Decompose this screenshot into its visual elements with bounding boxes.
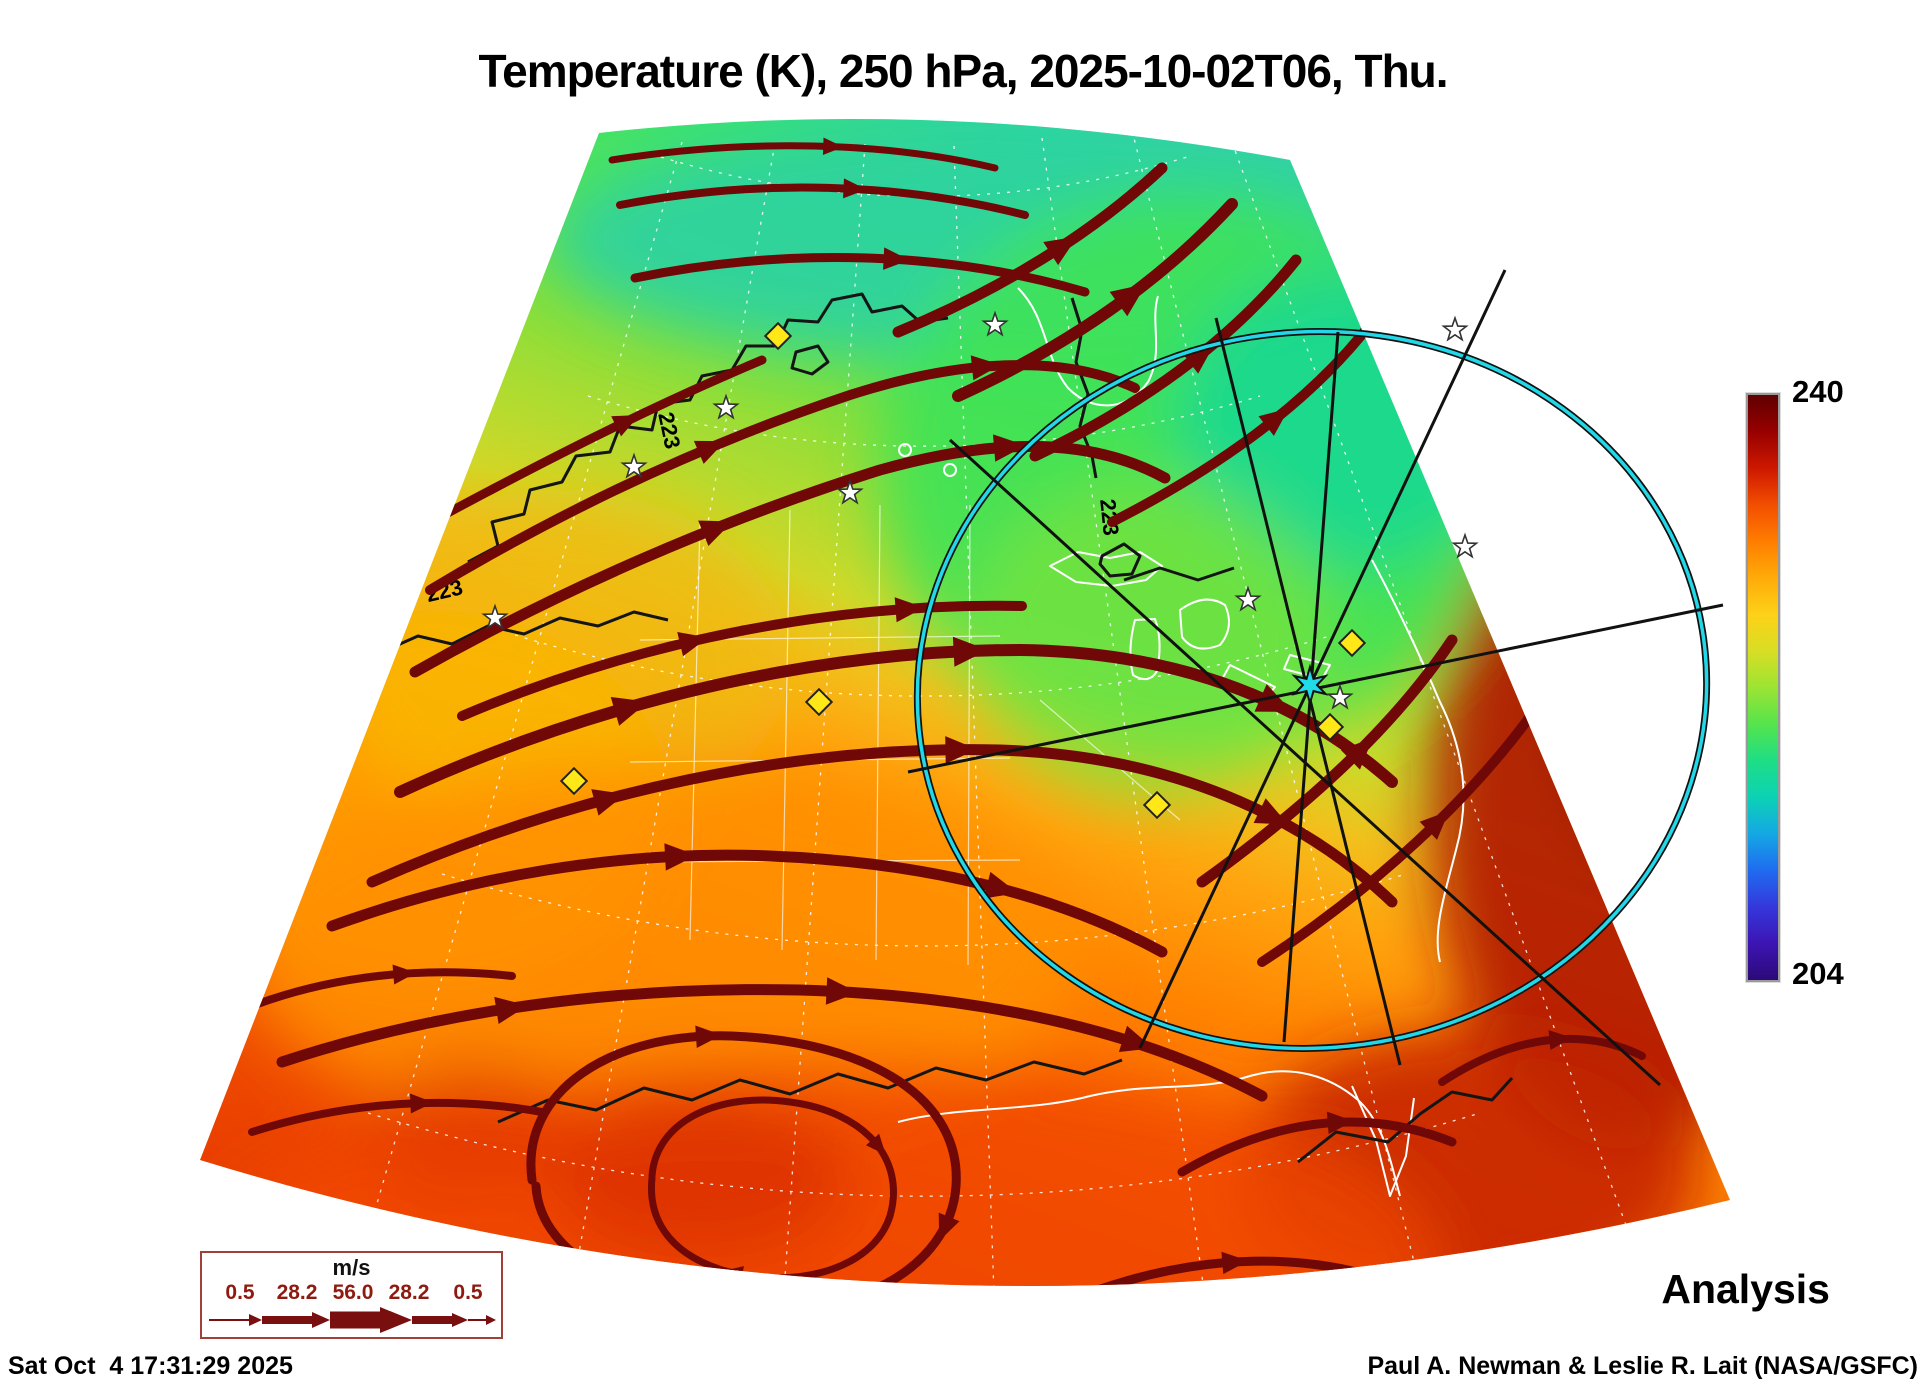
wind-units-label: m/s — [332, 1255, 371, 1280]
diamond-marker — [804, 687, 834, 717]
wind-speed-value: 56.0 — [332, 1281, 374, 1304]
star-marker — [836, 478, 864, 505]
diamond-marker — [763, 321, 793, 351]
wind-speed-value: 0.5 — [453, 1281, 483, 1304]
credit-text: Paul A. Newman & Leslie R. Lait (NASA/GS… — [1367, 1352, 1918, 1380]
wind-speed-value: 28.2 — [276, 1281, 318, 1304]
star-marker — [1326, 683, 1354, 710]
star-marker — [620, 452, 648, 479]
colorbar-max-label: 240 — [1792, 374, 1844, 409]
diamond-marker — [1142, 790, 1172, 820]
wind-speed-value: 0.5 — [225, 1281, 255, 1304]
primary-site-marker — [1291, 663, 1329, 707]
diamond-marker — [1315, 712, 1345, 742]
wind-speed-legend: m/s 0.5 28.2 56.0 28.2 0.5 — [200, 1251, 503, 1339]
star-marker — [481, 603, 509, 630]
site-markers — [481, 310, 1479, 820]
graticule — [344, 122, 1660, 1286]
page-title: Temperature (K), 250 hPa, 2025-10-02T06,… — [478, 45, 1448, 97]
analysis-mode-label: Analysis — [1661, 1266, 1830, 1312]
star-marker — [1441, 315, 1469, 342]
diamond-marker — [559, 766, 589, 796]
colorbar — [1746, 393, 1780, 982]
colorbar-min-label: 204 — [1792, 956, 1844, 991]
star-marker — [1451, 532, 1479, 559]
wind-arrow-glyph — [209, 1307, 496, 1333]
wind-speed-value: 28.2 — [388, 1281, 430, 1304]
star-marker — [981, 310, 1009, 337]
diamond-marker — [1337, 628, 1367, 658]
range-ring — [913, 328, 1711, 1052]
star-marker — [712, 393, 740, 420]
generation-timestamp: Sat Oct 4 17:31:29 2025 — [8, 1352, 293, 1380]
star-marker — [1234, 585, 1262, 612]
wind-streamlines — [248, 137, 1646, 1286]
